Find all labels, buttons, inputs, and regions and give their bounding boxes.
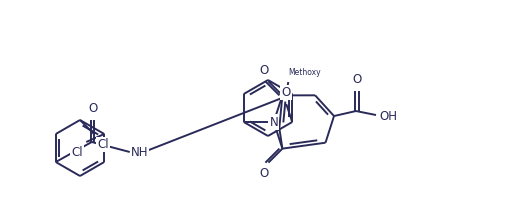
Text: O: O [352,73,362,86]
Text: O: O [260,167,269,180]
Text: Cl: Cl [97,138,109,151]
Text: O: O [88,102,97,115]
Text: Cl: Cl [72,146,83,159]
Text: Methoxy: Methoxy [288,68,321,77]
Text: NH: NH [131,147,148,159]
Text: OH: OH [379,110,397,123]
Text: O: O [281,86,291,99]
Text: N: N [269,116,278,128]
Text: O: O [260,64,269,77]
